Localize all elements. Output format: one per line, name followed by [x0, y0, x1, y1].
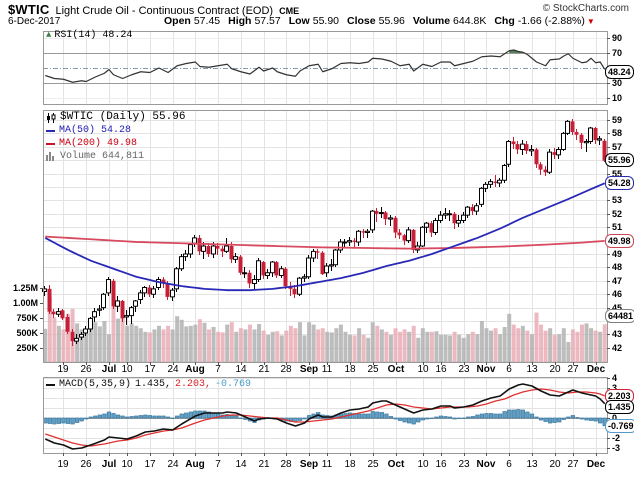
macd-value-pill: 1.435 — [605, 400, 634, 414]
symbol-label: $WTIC — [8, 2, 50, 17]
volume-value: 644.8K — [453, 15, 487, 27]
macd-title: MACD(5,35,9) — [59, 379, 132, 390]
chart-header: $WTIC Light Crude Oil - Continuous Contr… — [8, 2, 299, 17]
chg-label: Chg — [494, 15, 515, 27]
quote-row: Open 57.45 High 57.57 Low 55.90 Close 55.96 … — [164, 15, 603, 27]
main-chart-legend: $WTIC (Daily) 55.96 MA(50) 54.28 MA(200)… — [46, 111, 185, 163]
volume-bars-icon — [46, 152, 54, 161]
instrument-name: Light Crude Oil - Continuous Contract (E… — [55, 5, 274, 17]
chg-value: -1.66 (-2.88%) — [517, 15, 585, 27]
area-chart-icon: ▲ — [46, 30, 52, 40]
high-value: 57.57 — [254, 15, 281, 27]
rsi-legend[interactable]: ▲ RSI(14) 48.24 — [46, 30, 132, 41]
volume-legend-row[interactable]: Volume 644,811 — [46, 150, 185, 163]
candlestick-icon — [47, 112, 56, 123]
open-label: Open — [164, 15, 191, 27]
ma50-value-pill: 54.28 — [605, 176, 634, 190]
price-legend-row[interactable]: $WTIC (Daily) 55.96 — [46, 111, 185, 124]
ma200-value-pill: 49.98 — [605, 234, 634, 248]
rsi-value-pill: 48.24 — [605, 65, 634, 79]
rsi-legend-text: RSI(14) 48.24 — [54, 30, 133, 41]
macd-hist-value: -0.769 — [215, 379, 252, 390]
copyright-link[interactable]: © StockCharts.com — [542, 3, 629, 14]
macd-signal-value: 2.203, — [175, 379, 212, 390]
ma50-line-icon — [46, 129, 55, 132]
volume-legend-text: Volume 644,811 — [60, 151, 145, 162]
last-price-pill: 55.96 — [605, 153, 634, 167]
ma200-legend-text: MA(200) 49.98 — [59, 138, 138, 149]
chg-down-triangle-icon[interactable]: ▼ — [586, 17, 595, 26]
macd-legend[interactable]: MACD(5,35,9) 1.435, 2.203, -0.769 — [46, 379, 251, 390]
low-value: 55.90 — [312, 15, 340, 27]
macd-value: 1.435, — [135, 379, 172, 390]
volume-value-pill: 64481 — [605, 309, 634, 323]
high-label: High — [228, 15, 252, 27]
exchange-label: CME — [279, 6, 300, 16]
close-value: 55.96 — [378, 15, 405, 27]
volume-label: Volume — [412, 15, 451, 27]
ma200-line-icon — [46, 142, 55, 145]
ma50-legend-text: MA(50) 54.28 — [59, 125, 132, 136]
ma50-legend-row[interactable]: MA(50) 54.28 — [46, 124, 185, 137]
quote-date: 6-Dec-2017 — [8, 16, 61, 27]
low-label: Low — [288, 15, 310, 27]
hist-value-pill: -0.769 — [605, 419, 634, 433]
price-legend-text: $WTIC (Daily) 55.96 — [60, 111, 186, 123]
ma200-legend-row[interactable]: MA(200) 49.98 — [46, 137, 185, 150]
macd-line-icon — [46, 383, 55, 386]
open-value: 57.45 — [193, 15, 221, 27]
close-label: Close — [347, 15, 376, 27]
